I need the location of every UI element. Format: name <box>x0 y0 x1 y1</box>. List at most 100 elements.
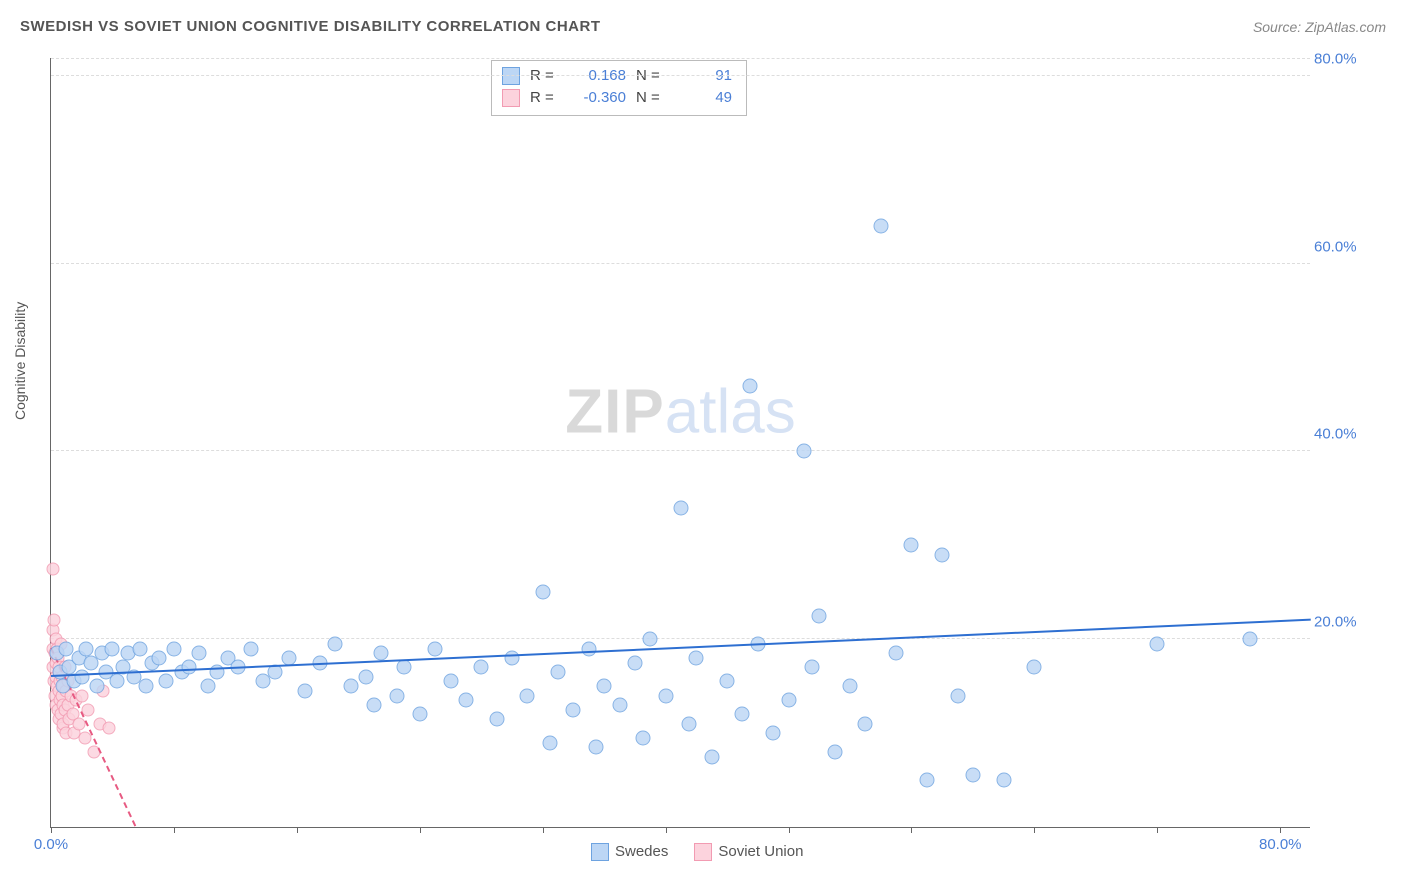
data-point <box>366 697 381 712</box>
r-value-swedes: 0.168 <box>570 65 626 87</box>
gridline <box>51 450 1310 451</box>
data-point <box>919 773 934 788</box>
data-point <box>704 749 719 764</box>
data-point <box>535 585 550 600</box>
data-point <box>766 726 781 741</box>
data-point <box>110 674 125 689</box>
data-point <box>397 660 412 675</box>
data-point <box>166 641 181 656</box>
data-point <box>812 608 827 623</box>
x-tick <box>911 827 912 833</box>
legend-row-soviet: R = -0.360 N = 49 <box>502 87 732 109</box>
data-point <box>551 665 566 680</box>
data-point <box>950 688 965 703</box>
chart-source: Source: ZipAtlas.com <box>1253 19 1386 35</box>
data-point <box>1027 660 1042 675</box>
data-point <box>46 562 59 575</box>
data-point <box>720 674 735 689</box>
x-tick <box>420 827 421 833</box>
data-point <box>504 650 519 665</box>
legend-row-swedes: R = 0.168 N = 91 <box>502 65 732 87</box>
data-point <box>328 636 343 651</box>
data-point <box>1150 636 1165 651</box>
chart-header: SWEDISH VS SOVIET UNION COGNITIVE DISABI… <box>20 18 1386 35</box>
data-point <box>191 646 206 661</box>
x-tick <box>666 827 667 833</box>
data-point <box>428 641 443 656</box>
data-point <box>643 632 658 647</box>
gridline <box>51 638 1310 639</box>
trend-line <box>51 618 1311 676</box>
data-point <box>612 697 627 712</box>
data-point <box>343 679 358 694</box>
n-value-soviet: 49 <box>676 87 732 109</box>
data-point <box>689 650 704 665</box>
data-point <box>965 768 980 783</box>
data-point <box>827 744 842 759</box>
data-point <box>635 730 650 745</box>
data-point <box>103 722 116 735</box>
data-point <box>359 669 374 684</box>
legend-item-soviet: Soviet Union <box>694 843 803 861</box>
data-point <box>804 660 819 675</box>
data-point <box>627 655 642 670</box>
data-point <box>674 500 689 515</box>
swatch-icon <box>591 843 609 861</box>
data-point <box>200 679 215 694</box>
y-axis-label: Cognitive Disability <box>12 302 28 420</box>
data-point <box>79 641 94 656</box>
swatch-soviet <box>502 89 520 107</box>
data-point <box>105 641 120 656</box>
gridline <box>51 263 1310 264</box>
data-point <box>412 707 427 722</box>
data-point <box>374 646 389 661</box>
data-point <box>243 641 258 656</box>
x-tick <box>789 827 790 833</box>
data-point <box>151 650 166 665</box>
y-tick-label: 60.0% <box>1314 238 1374 255</box>
n-value-swedes: 91 <box>676 65 732 87</box>
data-point <box>489 712 504 727</box>
y-tick-label: 40.0% <box>1314 426 1374 443</box>
data-point <box>74 669 89 684</box>
swatch-icon <box>694 843 712 861</box>
data-point <box>889 646 904 661</box>
data-point <box>90 679 105 694</box>
data-point <box>48 614 61 627</box>
data-point <box>182 660 197 675</box>
data-point <box>1242 632 1257 647</box>
data-point <box>458 693 473 708</box>
data-point <box>139 679 154 694</box>
data-point <box>904 538 919 553</box>
r-value-soviet: -0.360 <box>570 87 626 109</box>
chart-title: SWEDISH VS SOVIET UNION COGNITIVE DISABI… <box>20 18 600 35</box>
data-point <box>474 660 489 675</box>
data-point <box>597 679 612 694</box>
x-tick-label: 0.0% <box>34 836 68 853</box>
data-point <box>796 444 811 459</box>
data-point <box>681 716 696 731</box>
data-point <box>743 378 758 393</box>
data-point <box>873 219 888 234</box>
gridline <box>51 75 1310 76</box>
x-tick <box>1157 827 1158 833</box>
series-legend: Swedes Soviet Union <box>591 843 803 861</box>
data-point <box>159 674 174 689</box>
data-point <box>520 688 535 703</box>
x-tick <box>174 827 175 833</box>
data-point <box>443 674 458 689</box>
watermark: ZIPatlas <box>565 376 795 447</box>
data-point <box>935 547 950 562</box>
scatter-plot: ZIPatlas R = 0.168 N = 91 R = -0.360 N =… <box>50 58 1310 828</box>
x-tick <box>1280 827 1281 833</box>
data-point <box>658 688 673 703</box>
data-point <box>589 740 604 755</box>
data-point <box>389 688 404 703</box>
data-point <box>581 641 596 656</box>
correlation-legend: R = 0.168 N = 91 R = -0.360 N = 49 <box>491 60 747 116</box>
y-tick-label: 20.0% <box>1314 614 1374 631</box>
y-tick-label: 80.0% <box>1314 50 1374 67</box>
data-point <box>996 773 1011 788</box>
data-point <box>566 702 581 717</box>
data-point <box>133 641 148 656</box>
